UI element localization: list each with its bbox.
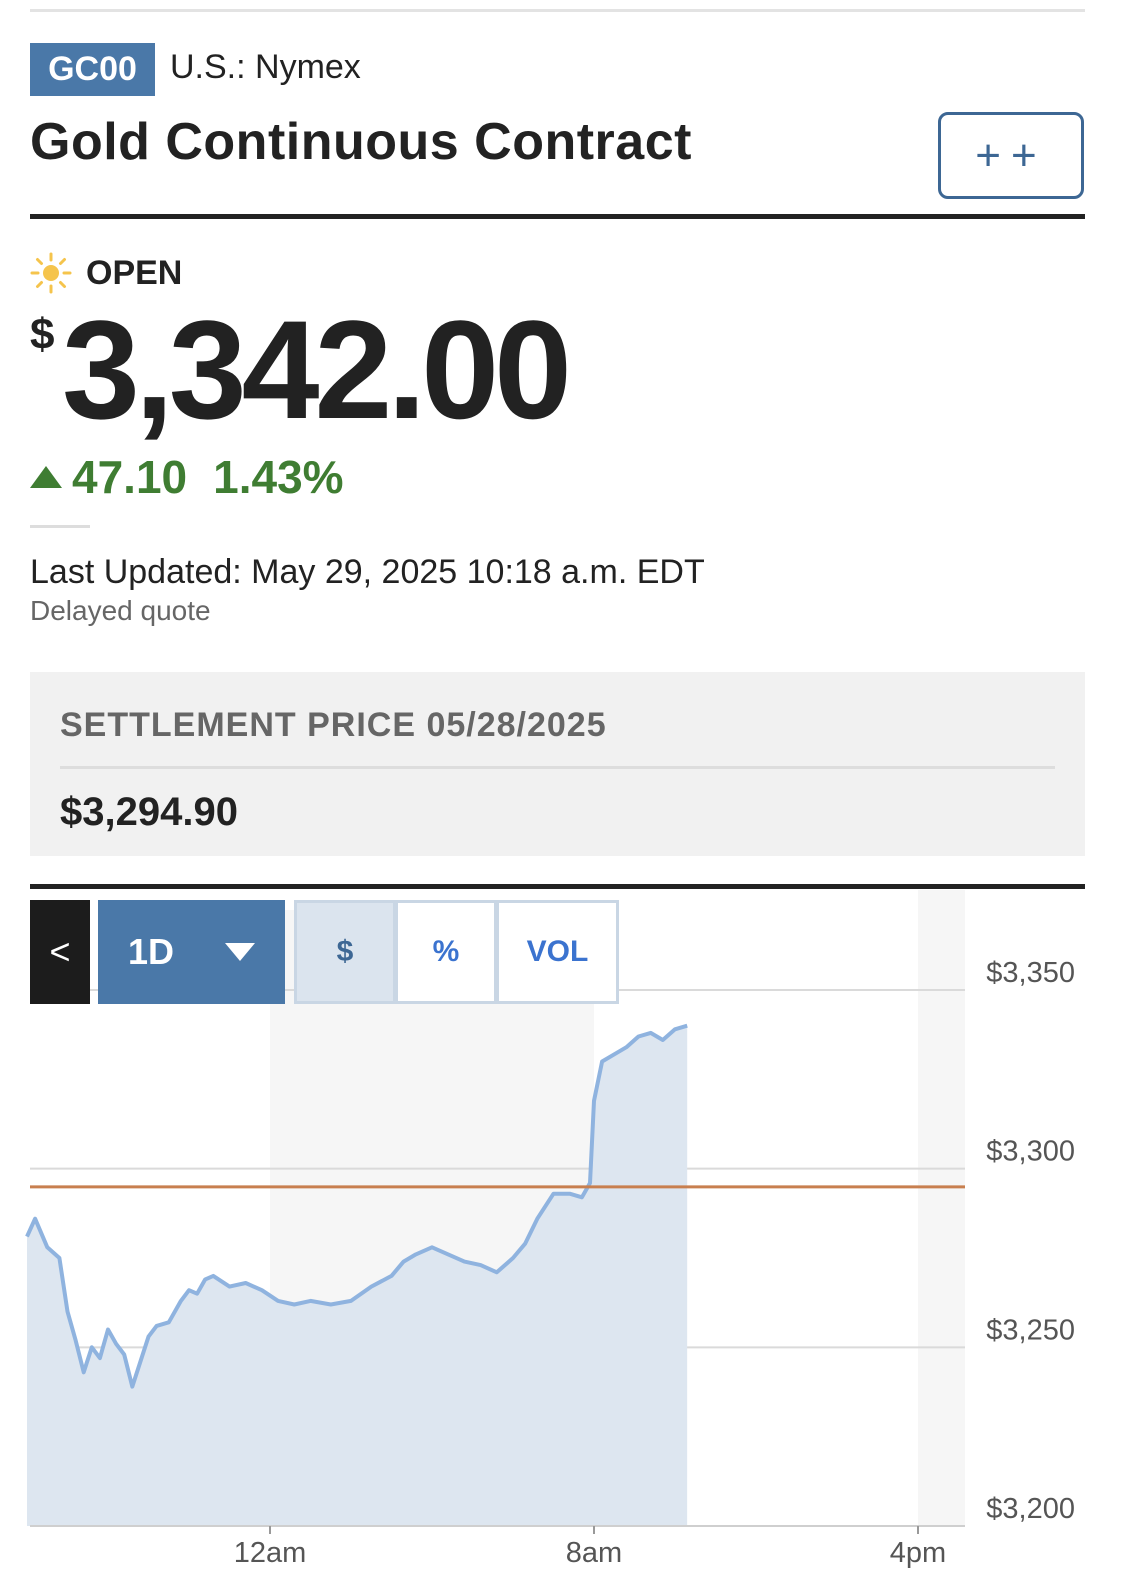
chart-y-tick-label: $3,300	[986, 1136, 1075, 1168]
caret-down-icon	[225, 943, 255, 961]
chart-mode-dollar[interactable]: $	[294, 900, 396, 1004]
market-status: OPEN	[30, 252, 182, 294]
chart-back-button[interactable]: <	[30, 900, 90, 1004]
chart-mode-percent[interactable]: %	[395, 900, 497, 1004]
sun-icon	[30, 252, 72, 294]
chart-y-tick-label: $3,250	[986, 1314, 1075, 1346]
top-divider	[30, 9, 1085, 12]
chart-divider	[30, 884, 1085, 889]
delayed-quote-note: Delayed quote	[30, 595, 211, 626]
instrument-title: Gold Continuous Contract	[30, 113, 692, 171]
last-updated: Last Updated: May 29, 2025 10:18 a.m. ED…	[30, 553, 705, 591]
last-price: 3,342.00	[62, 291, 572, 448]
add-to-watchlist-button[interactable]: ++	[938, 112, 1084, 199]
chart-x-tick-label: 8am	[566, 1537, 622, 1569]
market-status-text: OPEN	[86, 253, 183, 292]
change-value: 47.10	[72, 451, 188, 503]
change-percent: 1.43%	[213, 451, 344, 503]
ticker-badge[interactable]: GC00	[30, 43, 155, 96]
chart-y-tick-label: $3,200	[986, 1493, 1075, 1525]
chart-area-fill	[27, 1025, 688, 1526]
chart-mode-volume[interactable]: VOL	[496, 900, 619, 1004]
header-divider	[30, 214, 1085, 219]
settlement-value: $3,294.90	[60, 790, 238, 834]
chart-x-tick-label: 12am	[234, 1537, 307, 1569]
chart-price-line	[25, 1023, 688, 1389]
settlement-divider	[60, 766, 1055, 769]
short-divider	[30, 525, 90, 528]
chart-range-label: 1D	[128, 931, 175, 972]
chart-x-tick-label: 4pm	[890, 1537, 946, 1569]
up-arrow-icon	[30, 466, 62, 488]
chart-y-tick-label: $3,350	[986, 957, 1075, 989]
chart-band-after-hours	[918, 890, 965, 1526]
exchange-label: U.S.: Nymex	[170, 48, 361, 86]
chart-range-dropdown[interactable]: 1D	[98, 900, 285, 1004]
currency-symbol: $	[30, 310, 55, 359]
price-change: 47.10 1.43%	[30, 450, 344, 504]
settlement-panel: SETTLEMENT PRICE 05/28/2025 $3,294.90	[30, 672, 1085, 856]
settlement-label: SETTLEMENT PRICE 05/28/2025	[60, 706, 607, 744]
